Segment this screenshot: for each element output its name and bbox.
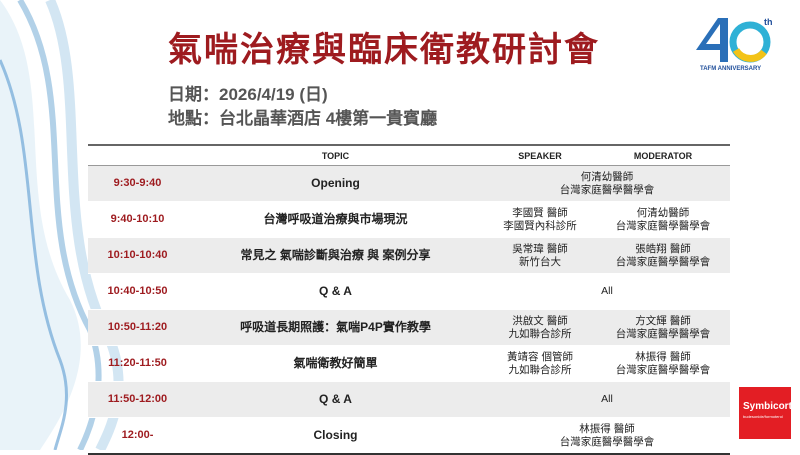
session-topic: Closing — [187, 417, 484, 455]
table-row: 10:40-10:50 Q & A All — [88, 273, 730, 310]
header-moderator: MODERATOR — [596, 144, 730, 166]
session-time: 9:40-10:10 — [88, 201, 187, 238]
session-topic: 氣喘衛教好簡單 — [187, 345, 484, 382]
header-speaker: SPEAKER — [484, 144, 596, 166]
anniversary-logo: th TAFM ANNIVERSARY — [692, 14, 782, 76]
session-time: 12:00- — [88, 417, 187, 455]
table-row: 9:40-10:10 台灣呼吸道治療與市場現況 李國賢 醫師 李國賢內科診所 何清幼醫師… — [88, 201, 730, 238]
agenda-table: TOPIC SPEAKER MODERATOR 9:30-9:40 Opening… — [88, 144, 730, 455]
session-topic: Q & A — [187, 381, 484, 418]
session-topic: 台灣呼吸道治療與市場現況 — [187, 201, 484, 238]
svg-text:th: th — [764, 17, 773, 27]
header-time — [88, 144, 187, 166]
session-speaker-moderator: 林振得 醫師 台灣家庭醫學醫學會 — [484, 417, 730, 455]
session-moderator: 何清幼醫師 台灣家庭醫學醫學會 — [596, 201, 730, 238]
session-topic: 呼吸道長期照護：氣喘P4P實作教學 — [187, 309, 484, 346]
table-row: 10:50-11:20 呼吸道長期照護：氣喘P4P實作教學 洪啟文 醫師 九如聯合診所… — [88, 309, 730, 346]
session-speaker: 黃靖容 個管師 九如聯合診所 — [484, 345, 596, 382]
session-time: 11:50-12:00 — [88, 381, 187, 418]
session-speaker: 李國賢 醫師 李國賢內科診所 — [484, 201, 596, 238]
event-venue: 地點：台北晶華酒店 4樓第一貴賓廳 — [168, 109, 438, 128]
event-date: 日期：2026/4/19 (日) — [168, 85, 328, 104]
session-topic: Q & A — [187, 273, 484, 310]
table-row: 11:50-12:00 Q & A All — [88, 381, 730, 418]
session-topic: Opening — [187, 165, 484, 202]
header-topic: TOPIC — [187, 144, 484, 166]
table-row: 10:10-10:40 常見之 氣喘診斷與治療 與 案例分享 吳常瑋 醫師 新竹台大張… — [88, 237, 730, 274]
session-time: 10:40-10:50 — [88, 273, 187, 310]
table-row: 9:30-9:40 Opening 何清幼醫師 台灣家庭醫學醫學會 — [88, 165, 730, 202]
session-time: 10:10-10:40 — [88, 237, 187, 274]
session-time: 9:30-9:40 — [88, 165, 187, 202]
sponsor-logo: Symbicort budesonide/formoterol — [739, 387, 792, 439]
session-time: 11:20-11:50 — [88, 345, 187, 382]
session-speaker: 吳常瑋 醫師 新竹台大 — [484, 237, 596, 274]
session-speaker-moderator: All — [484, 273, 730, 310]
table-header: TOPIC SPEAKER MODERATOR — [88, 144, 730, 166]
session-speaker-moderator: All — [484, 381, 730, 418]
session-moderator: 林振得 醫師 台灣家庭醫學醫學會 — [596, 345, 730, 382]
session-time: 10:50-11:20 — [88, 309, 187, 346]
page-title: 氣喘治療與臨床衛教研討會 — [168, 31, 600, 69]
session-moderator: 方文輝 醫師 台灣家庭醫學醫學會 — [596, 309, 730, 346]
session-topic: 常見之 氣喘診斷與治療 與 案例分享 — [187, 237, 484, 274]
table-row: 12:00- Closing 林振得 醫師 台灣家庭醫學醫學會 — [88, 417, 730, 455]
table-row: 11:20-11:50 氣喘衛教好簡單 黃靖容 個管師 九如聯合診所 林振得 醫師 台灣家… — [88, 345, 730, 382]
session-speaker: 洪啟文 醫師 九如聯合診所 — [484, 309, 596, 346]
session-speaker-moderator: 何清幼醫師 台灣家庭醫學醫學會 — [484, 165, 730, 202]
session-moderator: 張皓翔 醫師 台灣家庭醫學醫學會 — [596, 237, 730, 274]
